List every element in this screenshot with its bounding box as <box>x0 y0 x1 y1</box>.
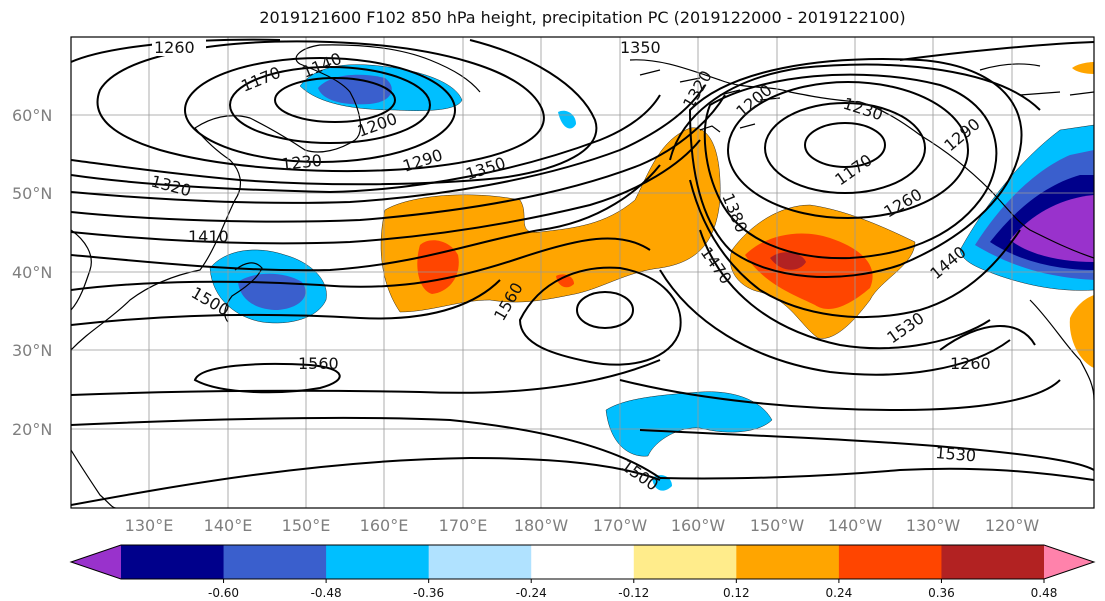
colorbar: -0.60 -0.48 -0.36 -0.24 -0.12 0.12 0.24 0.36 0.4… <box>69 544 1096 600</box>
precip-positive-max-gulf <box>770 252 806 270</box>
colorbar-segment <box>736 545 840 579</box>
lon-label: 180°W <box>514 516 569 535</box>
contour-label: 1410 <box>188 227 229 246</box>
colorbar-tick-label: -0.60 <box>208 586 239 600</box>
contour-label: 1530 <box>935 443 977 465</box>
colorbar-segment <box>223 545 327 579</box>
colorbar-tick-label: -0.24 <box>516 586 547 600</box>
lon-label: 140°E <box>204 516 253 535</box>
coastlines <box>71 44 1094 508</box>
contour-label: 1230 <box>280 151 322 174</box>
lon-label: 160°W <box>671 516 726 535</box>
colorbar-segment <box>121 545 225 579</box>
lon-label: 170°W <box>593 516 648 535</box>
height-contours <box>71 38 1094 506</box>
lon-label: 140°W <box>828 516 883 535</box>
lon-label: 130°E <box>125 516 174 535</box>
lat-label: 30°N <box>12 341 52 360</box>
lon-label: 150°E <box>282 516 331 535</box>
colorbar-tick-label: 0.12 <box>723 586 750 600</box>
colorbar-tick-label: -0.12 <box>618 586 649 600</box>
precip-positive-small-nw <box>1072 62 1094 74</box>
colorbar-tick-label: -0.48 <box>311 586 342 600</box>
contour-label: 1350 <box>620 38 661 57</box>
graticule <box>71 37 1094 508</box>
colorbar-tick-label: 0.48 <box>1031 586 1058 600</box>
colorbar-tick-label: 0.36 <box>928 586 955 600</box>
colorbar-segment <box>531 545 635 579</box>
lat-label: 50°N <box>12 184 52 203</box>
colorbar-extension-left <box>71 545 121 579</box>
colorbar-segment <box>838 545 942 579</box>
longitude-labels: 130°E 140°E 150°E 160°E 170°E 180°W 170°… <box>125 516 1040 535</box>
map-title: 2019121600 F102 850 hPa height, precipit… <box>259 8 906 27</box>
contour-label: 1260 <box>154 38 195 57</box>
lon-label: 130°W <box>906 516 961 535</box>
lat-label: 40°N <box>12 263 52 282</box>
plot-frame <box>70 36 1095 509</box>
lon-label: 170°E <box>439 516 488 535</box>
lon-label: 150°W <box>750 516 805 535</box>
colorbar-tick-label: -0.36 <box>413 586 444 600</box>
contour-label: 1260 <box>950 354 991 373</box>
lat-label: 20°N <box>12 420 52 439</box>
colorbar-extension-right <box>1044 545 1094 579</box>
contour-label: 1560 <box>298 354 339 373</box>
colorbar-tick-label: 0.24 <box>826 586 853 600</box>
lat-label: 60°N <box>12 106 52 125</box>
colorbar-outline <box>69 544 1096 580</box>
colorbar-segment <box>941 545 1045 579</box>
latitude-labels: 60°N 50°N 40°N 30°N 20°N <box>12 106 52 439</box>
lon-label: 120°W <box>985 516 1040 535</box>
lon-label: 160°E <box>360 516 409 535</box>
precip-positive-core-small <box>556 274 574 288</box>
colorbar-segment <box>326 545 430 579</box>
precip-negative-max-westcoast <box>1010 195 1094 262</box>
colorbar-segment <box>428 545 532 579</box>
colorbar-segment <box>633 545 737 579</box>
precip-positive-core-central <box>417 240 459 294</box>
